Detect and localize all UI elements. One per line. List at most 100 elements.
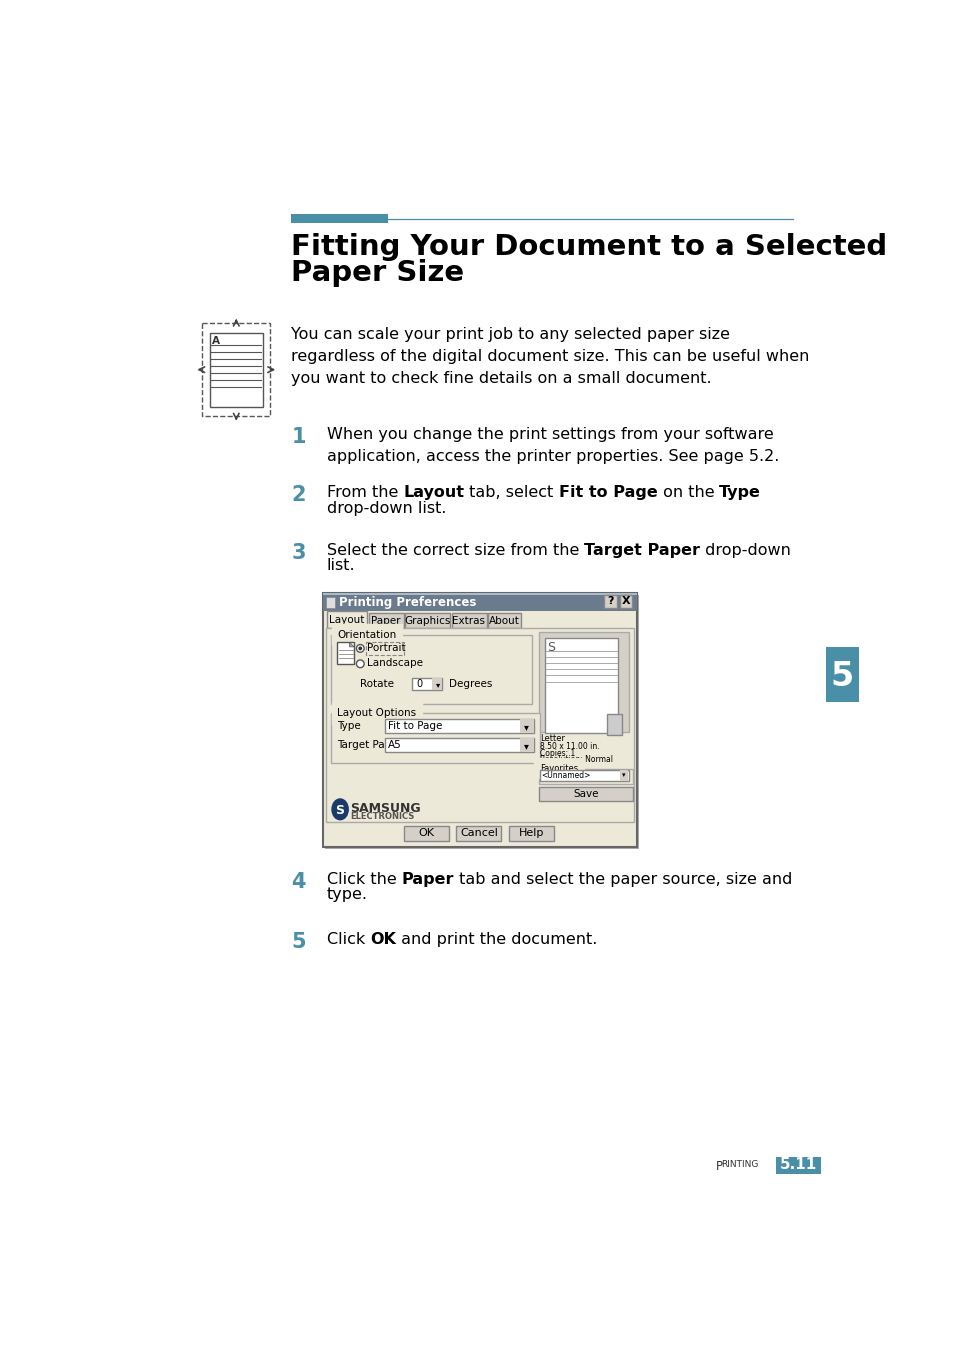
Text: Save: Save — [573, 789, 598, 798]
Text: Select the correct size from the: Select the correct size from the — [327, 543, 584, 558]
Bar — [539, 770, 629, 780]
Text: Degrees: Degrees — [448, 679, 492, 689]
Polygon shape — [349, 642, 354, 647]
Text: Cancel: Cancel — [459, 828, 497, 838]
Bar — [619, 770, 627, 780]
Text: Fitting Your Document to a Selected: Fitting Your Document to a Selected — [291, 233, 886, 260]
Text: ?: ? — [607, 596, 613, 607]
Ellipse shape — [332, 799, 348, 820]
Text: Copies: 1: Copies: 1 — [539, 748, 575, 758]
Text: 4: 4 — [291, 872, 306, 891]
Text: Orientation: Orientation — [336, 630, 395, 640]
Text: Rotate: Rotate — [360, 679, 394, 689]
Text: From the: From the — [327, 485, 403, 500]
Bar — [202, 324, 270, 417]
Bar — [385, 739, 534, 752]
Bar — [456, 825, 500, 841]
Bar — [291, 214, 388, 224]
Bar — [326, 628, 633, 822]
Text: Paper: Paper — [401, 872, 454, 887]
Bar — [619, 596, 632, 608]
Bar — [325, 596, 639, 849]
Text: Favorites: Favorites — [539, 764, 578, 772]
Circle shape — [356, 644, 364, 652]
Bar — [431, 678, 441, 690]
Text: on the: on the — [657, 485, 719, 500]
Text: 5.11: 5.11 — [780, 1157, 817, 1171]
Bar — [323, 593, 637, 594]
Bar — [537, 632, 629, 732]
Text: list.: list. — [327, 558, 355, 573]
Bar — [336, 642, 354, 663]
Text: and print the document.: and print the document. — [395, 931, 597, 946]
Bar — [326, 597, 335, 608]
Text: S: S — [546, 640, 555, 654]
Text: Click the: Click the — [327, 872, 401, 887]
Bar — [509, 825, 554, 841]
Text: 8.50 x 11.00 in.: 8.50 x 11.00 in. — [539, 741, 599, 751]
Text: OK: OK — [417, 828, 434, 838]
Text: Type: Type — [719, 485, 760, 500]
Bar — [537, 787, 633, 801]
Text: 3: 3 — [291, 543, 306, 563]
Bar — [825, 647, 858, 702]
Bar — [385, 720, 534, 733]
Text: ELECTRONICS: ELECTRONICS — [350, 813, 414, 821]
Text: A: A — [212, 336, 220, 346]
Text: Help: Help — [518, 828, 543, 838]
Text: 2: 2 — [291, 485, 306, 506]
Text: OK: OK — [370, 931, 395, 946]
Bar — [331, 713, 539, 763]
Text: Click: Click — [327, 931, 370, 946]
Text: Resolution: Normal: Resolution: Normal — [539, 755, 613, 764]
Text: drop-down: drop-down — [700, 543, 790, 558]
Text: RINTING: RINTING — [720, 1161, 758, 1170]
Text: Type: Type — [336, 721, 360, 731]
Bar — [366, 642, 403, 655]
Bar — [369, 613, 403, 628]
Bar — [606, 714, 621, 736]
Bar — [331, 635, 532, 704]
Text: <Unnamed>: <Unnamed> — [541, 771, 590, 780]
Text: S: S — [335, 803, 344, 817]
Text: 5: 5 — [830, 661, 853, 693]
Text: tab and select the paper source, size and: tab and select the paper source, size an… — [454, 872, 792, 887]
Bar — [544, 639, 618, 733]
Text: ▾: ▾ — [524, 741, 529, 752]
Bar — [537, 768, 633, 785]
Bar — [210, 333, 262, 407]
Text: P: P — [716, 1159, 722, 1173]
Circle shape — [356, 661, 364, 667]
Text: You can scale your print job to any selected paper size
regardless of the digita: You can scale your print job to any sele… — [291, 328, 809, 386]
Text: Target Paper: Target Paper — [584, 543, 700, 558]
Bar — [327, 612, 367, 628]
Text: Portrait: Portrait — [367, 643, 405, 652]
Bar — [412, 678, 441, 690]
Text: Paper Size: Paper Size — [291, 259, 464, 287]
Text: Layout: Layout — [329, 615, 364, 624]
Text: ▾: ▾ — [436, 679, 440, 689]
Text: SAMSUNG: SAMSUNG — [350, 802, 420, 814]
Text: ▾: ▾ — [621, 771, 625, 778]
Bar — [323, 593, 637, 612]
Text: 1: 1 — [291, 427, 306, 448]
Text: Printing Preferences: Printing Preferences — [338, 596, 476, 609]
Bar — [403, 825, 448, 841]
Text: X: X — [621, 596, 630, 607]
Text: Layout: Layout — [403, 485, 464, 500]
Text: Fit to Page: Fit to Page — [388, 721, 442, 731]
Text: Paper: Paper — [371, 616, 400, 625]
Bar — [488, 613, 521, 628]
Text: Fit to Page: Fit to Page — [558, 485, 657, 500]
Text: Graphics: Graphics — [404, 616, 451, 625]
Text: Target Page: Target Page — [336, 740, 397, 749]
Text: A5: A5 — [388, 740, 401, 749]
Text: ▾: ▾ — [524, 723, 529, 732]
Text: tab, select: tab, select — [464, 485, 558, 500]
Bar — [452, 613, 486, 628]
Text: Letter: Letter — [539, 733, 564, 743]
Text: Layout Options: Layout Options — [336, 709, 416, 718]
Bar — [519, 739, 534, 752]
Bar — [323, 593, 637, 847]
Text: 0: 0 — [416, 679, 422, 689]
